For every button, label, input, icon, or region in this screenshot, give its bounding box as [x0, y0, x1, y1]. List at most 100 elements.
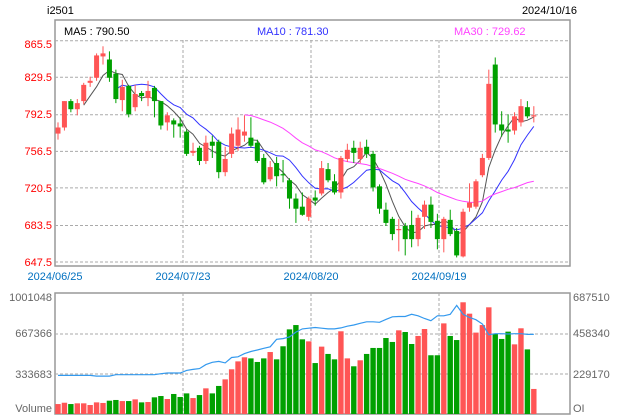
price-tick: 647.5 [24, 257, 52, 269]
volume-bar [498, 338, 505, 414]
ma5-legend: MA5 : 790.50 [64, 26, 129, 38]
candle-body [87, 80, 93, 83]
volume-bar [261, 358, 267, 414]
candle-body [306, 198, 312, 217]
candles [55, 46, 537, 258]
volume-bar [113, 399, 119, 414]
candle-body [409, 224, 415, 240]
volume-bar [453, 340, 460, 414]
candle-body [286, 180, 292, 199]
volume-bars [55, 302, 537, 414]
volume-bar [177, 396, 183, 414]
volume-bar [61, 402, 68, 414]
volume-bar [55, 404, 61, 414]
candle-body [492, 64, 498, 125]
volume-bar [138, 402, 145, 414]
volume-bar [164, 399, 171, 414]
date-tick: 2024/06/25 [27, 271, 82, 283]
price-panel-border [54, 19, 571, 267]
candle-body [132, 93, 138, 108]
oi-axis-label: OI [573, 403, 585, 415]
volume-bar [93, 402, 100, 414]
volume-bar [492, 334, 498, 414]
candle-body [518, 106, 524, 123]
volume-bar [254, 361, 261, 414]
candle-body [177, 123, 183, 127]
candle-body [196, 147, 202, 161]
candle-body [331, 181, 337, 193]
candle-body [261, 157, 267, 183]
price-tick: 756.5 [24, 146, 52, 158]
candle-body [299, 206, 305, 215]
oi-tick: 229170 [573, 369, 610, 381]
price-tick: 720.5 [24, 183, 52, 195]
candle-body [293, 198, 299, 209]
candle-body [274, 163, 280, 177]
volume-bar [312, 363, 318, 414]
candle-body [151, 87, 157, 102]
candle-body [55, 127, 61, 134]
volume-bar [370, 347, 376, 414]
volume-bar [460, 302, 466, 414]
volume-bar [228, 369, 235, 414]
date-tick: 2024/07/23 [155, 271, 210, 283]
candle-body [241, 131, 247, 136]
volume-bar [216, 385, 222, 414]
candle-body [460, 211, 466, 257]
volume-bar [248, 358, 254, 414]
volume-bar [106, 400, 113, 414]
ma30-line [244, 114, 534, 203]
volume-bar [267, 352, 273, 414]
volume-bar [280, 346, 286, 414]
date-tick: 2024/08/20 [283, 271, 338, 283]
candle-body [61, 101, 67, 128]
candle-body [505, 129, 511, 132]
candle-body [524, 107, 530, 117]
volume-bar [183, 393, 190, 414]
candle-body [428, 204, 434, 222]
candle-body [319, 168, 325, 194]
volume-bar [273, 359, 280, 414]
price-grid [55, 40, 570, 266]
candle-body [81, 84, 87, 102]
volume-bar [428, 355, 434, 414]
candle-body [312, 197, 318, 201]
volume-bar [389, 341, 396, 414]
volume-bar [209, 393, 216, 414]
oi-tick: 687510 [573, 292, 610, 304]
volume-bar [126, 401, 132, 414]
candle-body [222, 158, 228, 173]
volume-bar [74, 403, 80, 414]
candle-body [229, 133, 235, 154]
candle-body [467, 202, 473, 208]
volume-bar [68, 404, 74, 414]
volume-bar [325, 353, 331, 414]
candle-body [486, 83, 492, 158]
volume-bar [434, 355, 441, 414]
volume-bar [351, 366, 357, 414]
candle-body [447, 219, 453, 235]
volume-bar [119, 401, 125, 414]
candle-body [370, 153, 376, 188]
volume-bar [132, 399, 138, 414]
candle-body [216, 141, 222, 173]
volume-bar [318, 346, 325, 414]
candle-body [209, 141, 215, 146]
candle-body [434, 220, 440, 240]
candle-body [190, 150, 196, 153]
volume-tick: 1001048 [9, 292, 52, 304]
price-tick: 792.5 [24, 109, 52, 121]
candle-body [235, 129, 241, 146]
candle-body [499, 124, 505, 131]
candle-body [164, 115, 170, 123]
oi-tick: 458340 [573, 328, 610, 340]
candle-body [364, 146, 370, 154]
candle-body [171, 120, 177, 125]
volume-bar [190, 398, 196, 414]
volume-bar [344, 358, 351, 414]
volume-bar [466, 313, 473, 414]
volume-bar [479, 325, 486, 414]
candle-body [74, 103, 80, 110]
candle-body [415, 217, 421, 240]
